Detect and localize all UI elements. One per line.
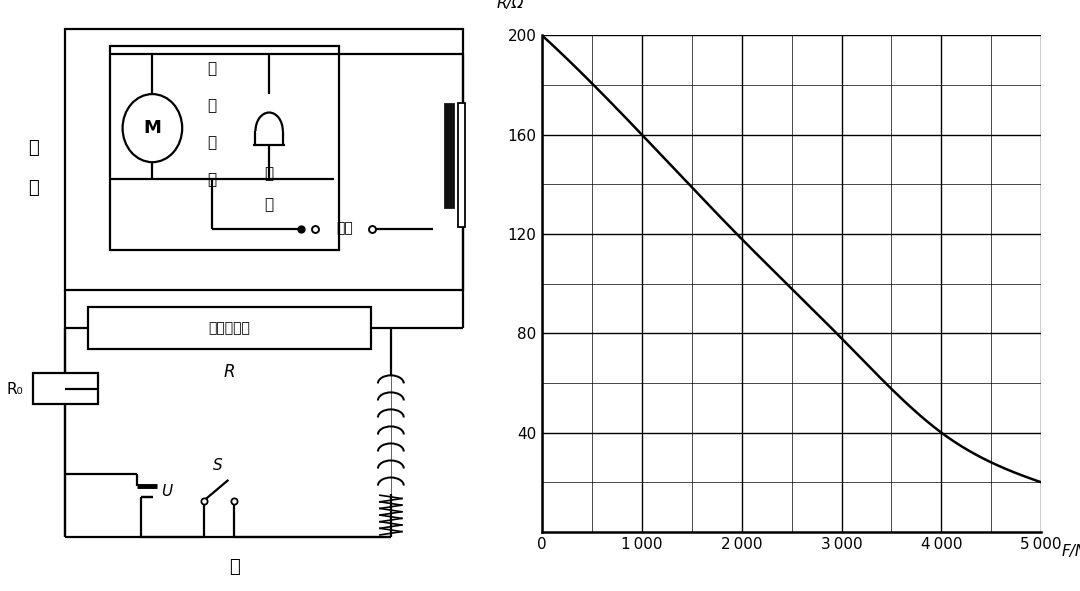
Bar <box>444 103 455 207</box>
Text: 铃: 铃 <box>265 197 273 212</box>
Text: U: U <box>161 484 172 499</box>
Text: 电: 电 <box>207 98 217 113</box>
Text: 压力传感器: 压力传感器 <box>208 321 251 335</box>
Text: S: S <box>213 458 222 473</box>
Text: M: M <box>144 119 161 137</box>
Text: 动: 动 <box>207 135 217 150</box>
Bar <box>33 374 98 404</box>
Bar <box>110 46 339 250</box>
Text: R: R <box>224 363 235 381</box>
Bar <box>87 307 372 349</box>
Bar <box>66 29 463 290</box>
Text: R/Ω: R/Ω <box>497 0 524 11</box>
Text: 电: 电 <box>265 166 273 181</box>
Circle shape <box>123 94 183 162</box>
Text: 机: 机 <box>207 172 217 187</box>
Text: F/N: F/N <box>1062 544 1080 559</box>
Text: 轿: 轿 <box>28 139 39 157</box>
Text: 电源: 电源 <box>337 222 353 236</box>
Text: 门: 门 <box>207 61 217 76</box>
Text: 甲: 甲 <box>229 558 240 576</box>
Text: R₀: R₀ <box>6 382 23 397</box>
Text: 厢: 厢 <box>28 178 39 197</box>
Bar <box>458 103 464 228</box>
